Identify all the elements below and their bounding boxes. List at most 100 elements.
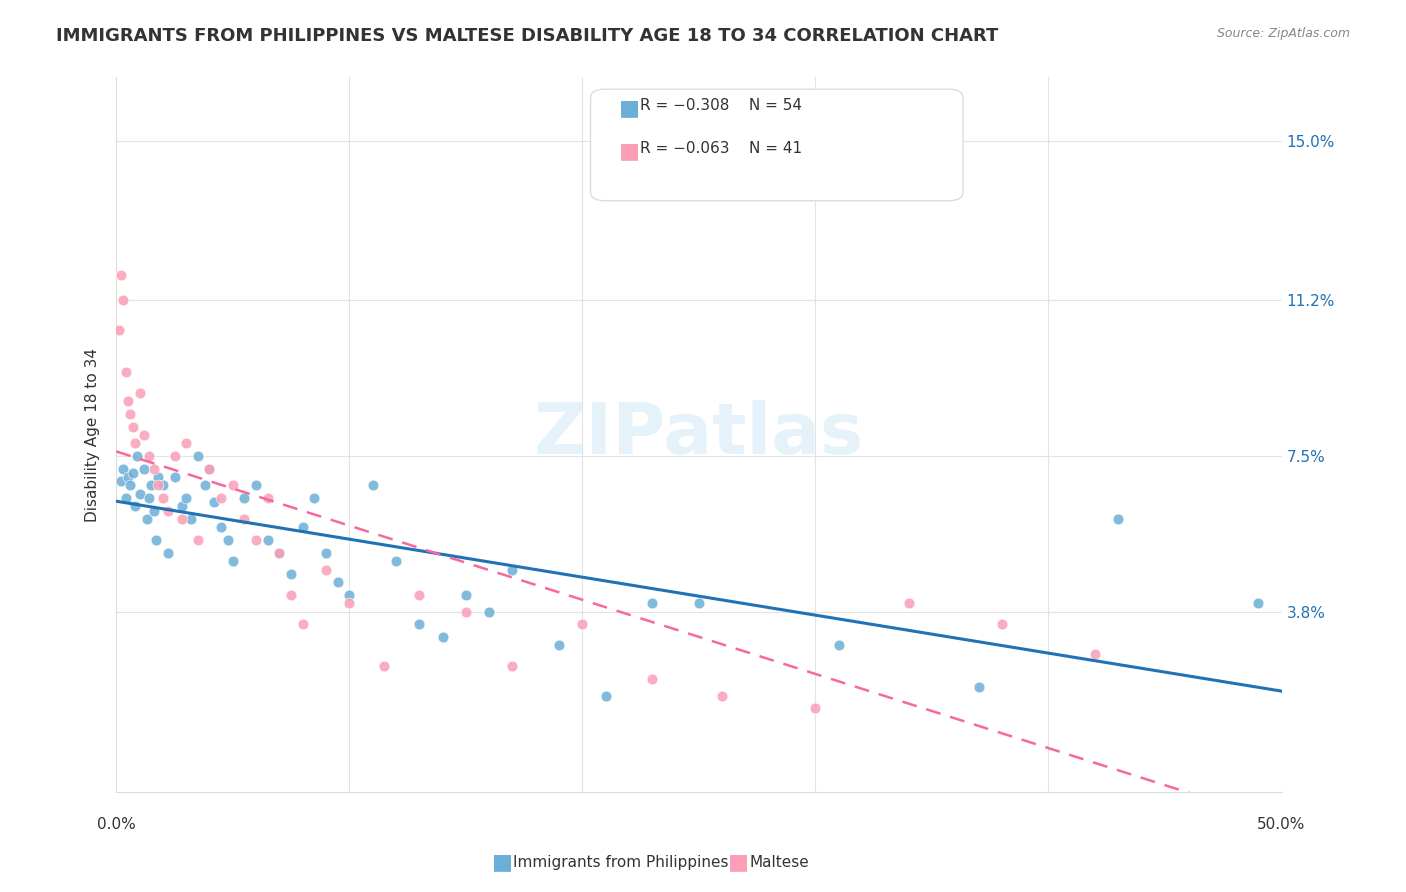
Point: [152, 491, 174, 505]
Point: [174, 491, 197, 505]
Point: [134, 428, 156, 442]
Point: [501, 659, 523, 673]
Point: [112, 293, 135, 308]
Point: [110, 474, 132, 488]
Point: [408, 617, 430, 632]
Point: [548, 638, 571, 652]
Point: [688, 596, 710, 610]
Point: [291, 520, 314, 534]
Point: [110, 268, 132, 282]
Point: [124, 436, 146, 450]
Point: [135, 512, 157, 526]
Text: ■: ■: [728, 853, 749, 872]
Point: [142, 461, 165, 475]
Point: [711, 689, 734, 703]
Point: [217, 533, 239, 547]
Point: [117, 470, 139, 484]
Point: [152, 478, 174, 492]
Point: [337, 588, 360, 602]
Point: [148, 470, 170, 484]
Point: [202, 495, 225, 509]
Point: [180, 512, 202, 526]
Text: ■: ■: [619, 98, 640, 118]
Point: [222, 478, 245, 492]
Point: [326, 575, 349, 590]
Point: [170, 500, 193, 514]
Point: [120, 478, 142, 492]
Point: [432, 630, 454, 644]
Point: [315, 546, 337, 560]
Y-axis label: Disability Age 18 to 34: Disability Age 18 to 34: [86, 348, 100, 522]
Point: [198, 461, 221, 475]
Point: [148, 478, 170, 492]
Text: ■: ■: [492, 853, 513, 872]
Point: [269, 546, 291, 560]
Point: [373, 659, 395, 673]
Point: [385, 554, 408, 568]
Point: [967, 680, 990, 694]
Point: [170, 512, 193, 526]
Point: [156, 503, 179, 517]
Point: [117, 394, 139, 409]
Point: [828, 638, 851, 652]
Point: [209, 491, 232, 505]
Point: [501, 562, 523, 576]
Text: IMMIGRANTS FROM PHILIPPINES VS MALTESE DISABILITY AGE 18 TO 34 CORRELATION CHART: IMMIGRANTS FROM PHILIPPINES VS MALTESE D…: [56, 27, 998, 45]
Text: Maltese: Maltese: [749, 855, 808, 870]
Point: [1084, 647, 1107, 661]
Point: [222, 554, 245, 568]
Point: [145, 533, 167, 547]
Point: [114, 365, 136, 379]
Point: [121, 419, 143, 434]
Point: [142, 503, 165, 517]
Point: [120, 407, 142, 421]
Point: [571, 617, 593, 632]
Point: [245, 478, 267, 492]
Text: R = −0.063    N = 41: R = −0.063 N = 41: [640, 141, 801, 156]
Point: [107, 323, 129, 337]
Point: [361, 478, 384, 492]
Point: [138, 491, 160, 505]
Point: [121, 466, 143, 480]
Point: [408, 588, 430, 602]
Point: [641, 672, 664, 686]
Point: [256, 533, 278, 547]
Text: Immigrants from Philippines: Immigrants from Philippines: [513, 855, 728, 870]
Point: [163, 449, 186, 463]
Point: [804, 701, 827, 715]
Point: [897, 596, 920, 610]
Point: [1107, 512, 1129, 526]
Point: [114, 491, 136, 505]
Point: [337, 596, 360, 610]
Point: [478, 605, 501, 619]
Point: [269, 546, 291, 560]
Point: [245, 533, 267, 547]
Text: R = −0.308    N = 54: R = −0.308 N = 54: [640, 98, 801, 113]
Text: 50.0%: 50.0%: [1257, 817, 1306, 832]
Point: [280, 588, 302, 602]
Point: [194, 478, 217, 492]
Point: [1247, 596, 1270, 610]
Point: [127, 449, 149, 463]
Point: [163, 470, 186, 484]
Point: [641, 596, 664, 610]
Text: 0.0%: 0.0%: [97, 817, 135, 832]
Point: [256, 491, 278, 505]
Point: [156, 546, 179, 560]
Point: [291, 617, 314, 632]
Point: [280, 566, 302, 581]
Point: [315, 562, 337, 576]
Point: [112, 461, 135, 475]
Text: Source: ZipAtlas.com: Source: ZipAtlas.com: [1216, 27, 1350, 40]
Point: [124, 500, 146, 514]
Point: [304, 491, 326, 505]
Point: [595, 689, 617, 703]
Point: [128, 385, 150, 400]
Point: [187, 449, 209, 463]
Point: [134, 461, 156, 475]
Point: [174, 436, 197, 450]
Point: [141, 478, 163, 492]
Point: [209, 520, 232, 534]
Point: [233, 512, 256, 526]
Point: [187, 533, 209, 547]
